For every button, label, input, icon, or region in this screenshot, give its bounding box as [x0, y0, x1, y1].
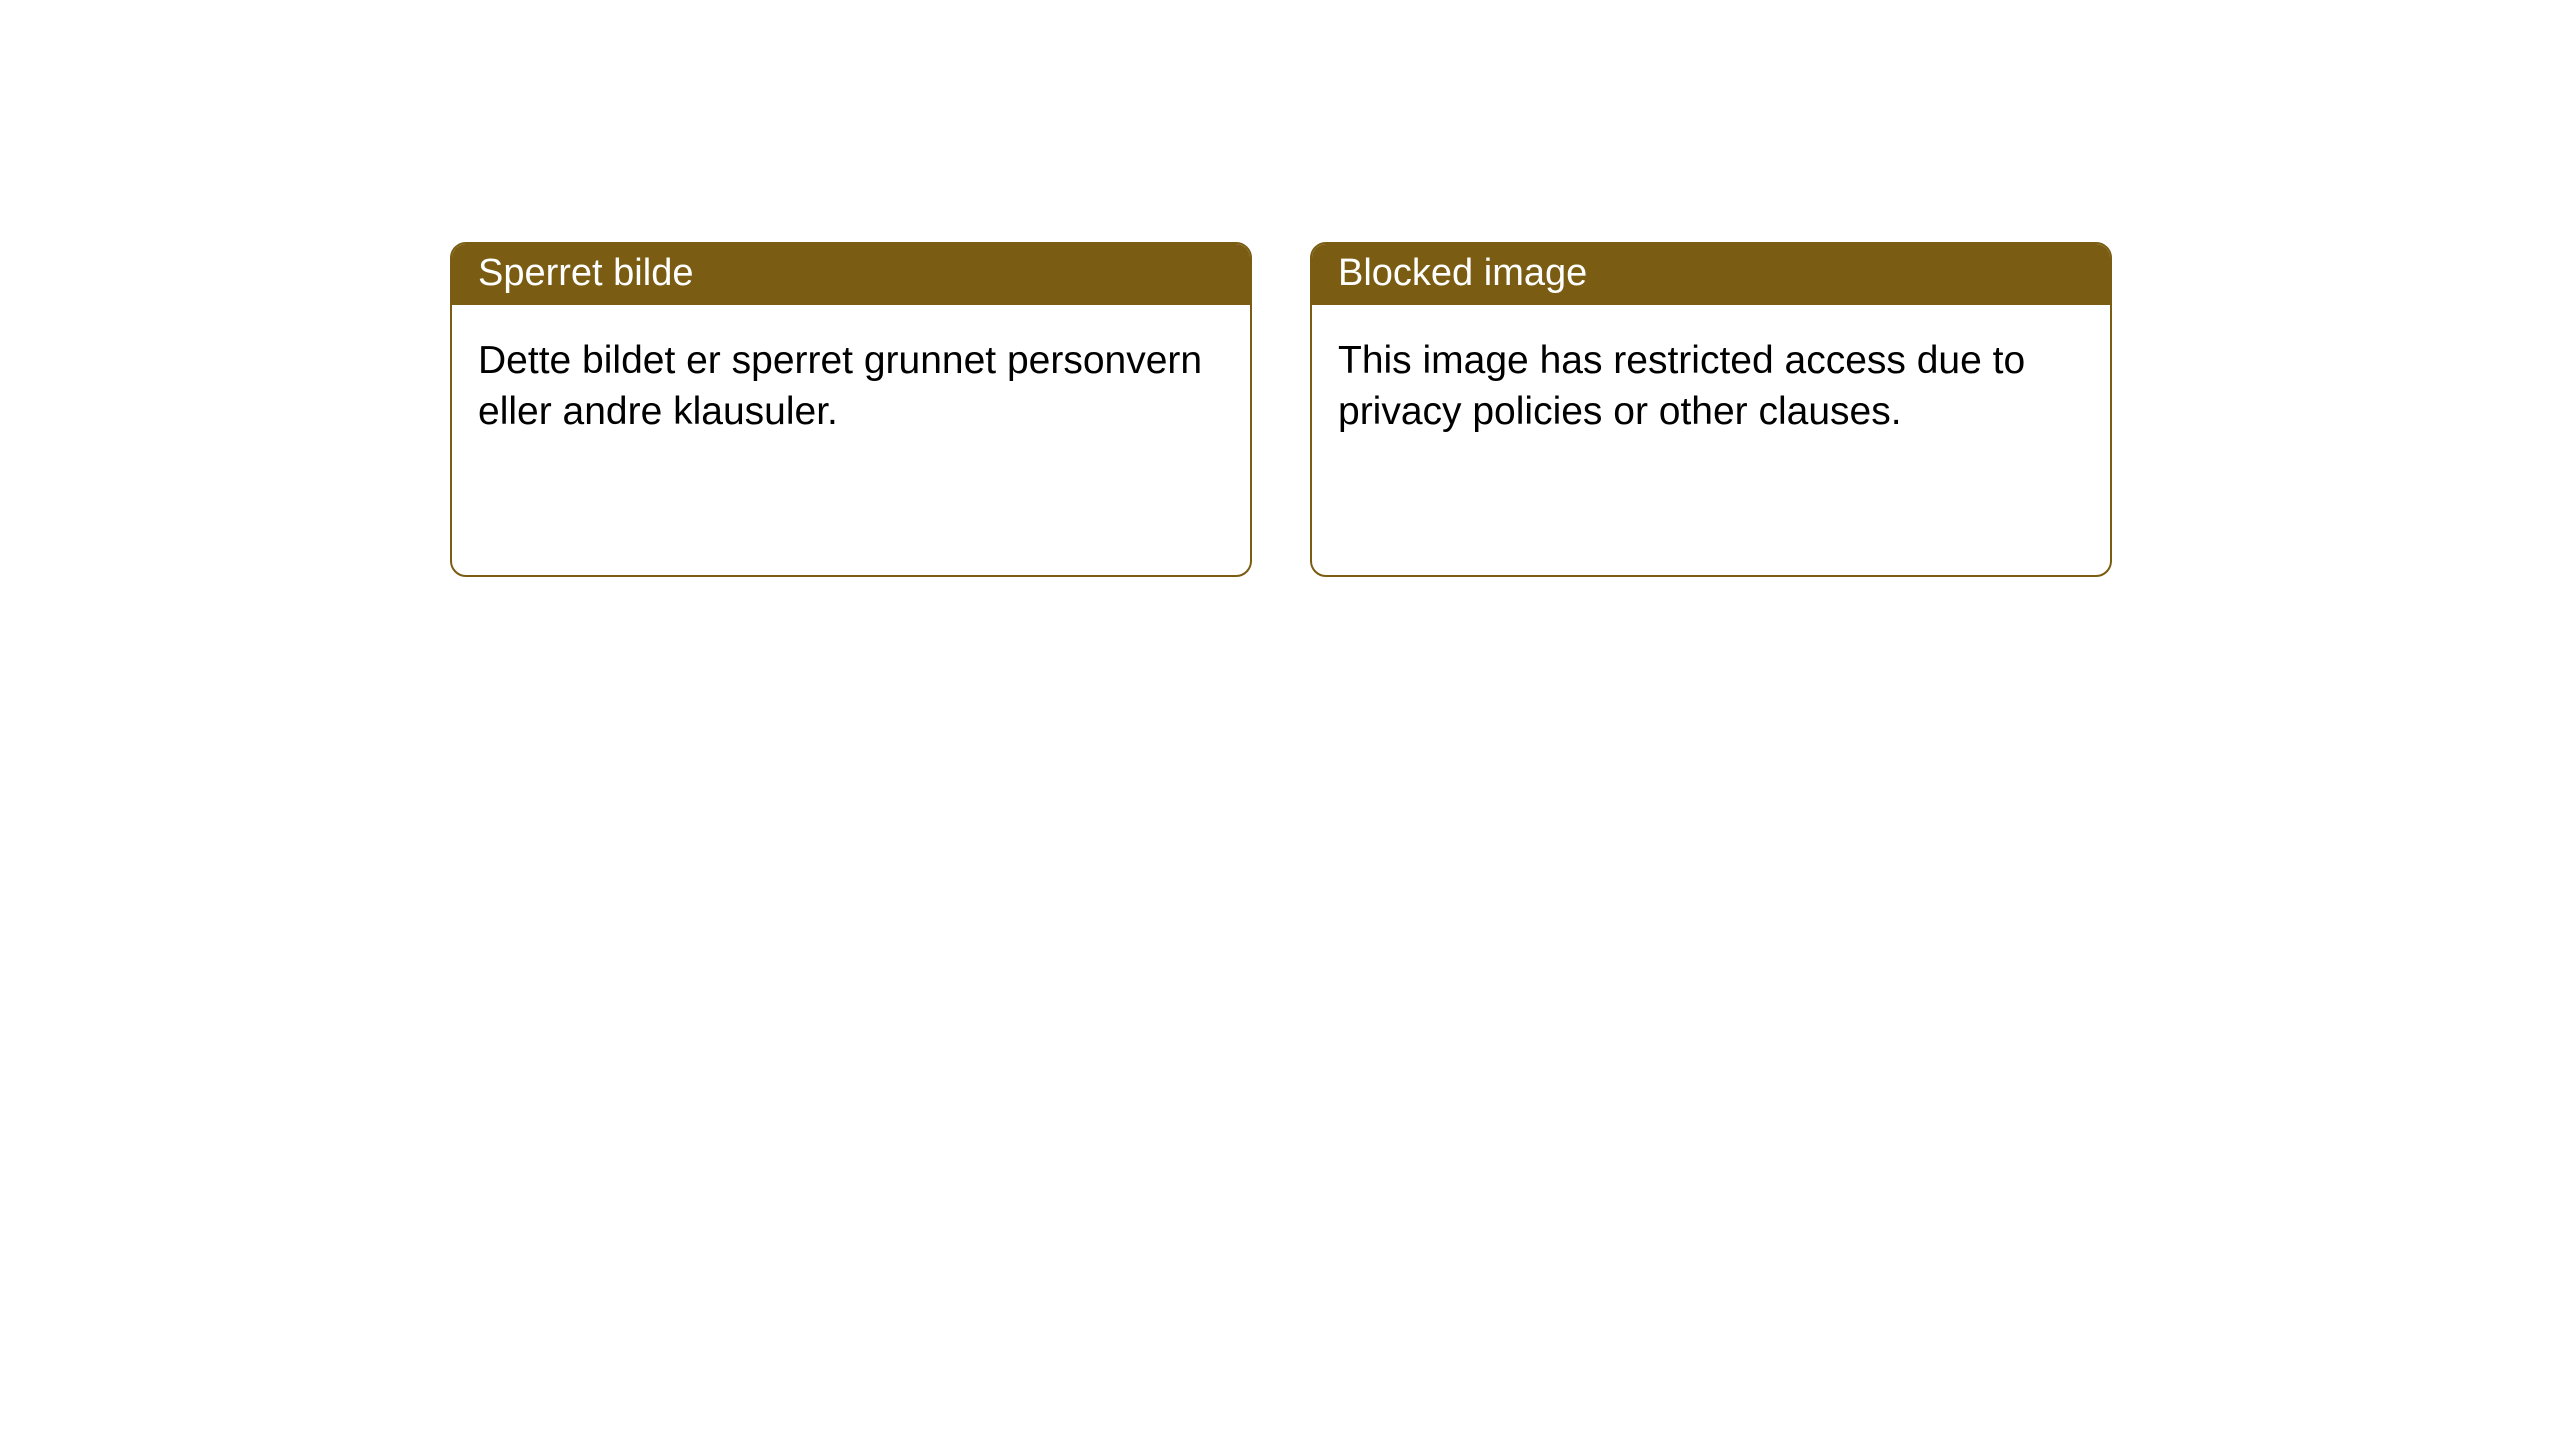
notice-card-norwegian: Sperret bilde Dette bildet er sperret gr…	[450, 242, 1252, 577]
notice-body-norwegian: Dette bildet er sperret grunnet personve…	[452, 305, 1250, 468]
notice-title-english: Blocked image	[1312, 244, 2110, 305]
notice-card-english: Blocked image This image has restricted …	[1310, 242, 2112, 577]
notice-body-english: This image has restricted access due to …	[1312, 305, 2110, 468]
notice-container: Sperret bilde Dette bildet er sperret gr…	[450, 242, 2112, 577]
notice-title-norwegian: Sperret bilde	[452, 244, 1250, 305]
